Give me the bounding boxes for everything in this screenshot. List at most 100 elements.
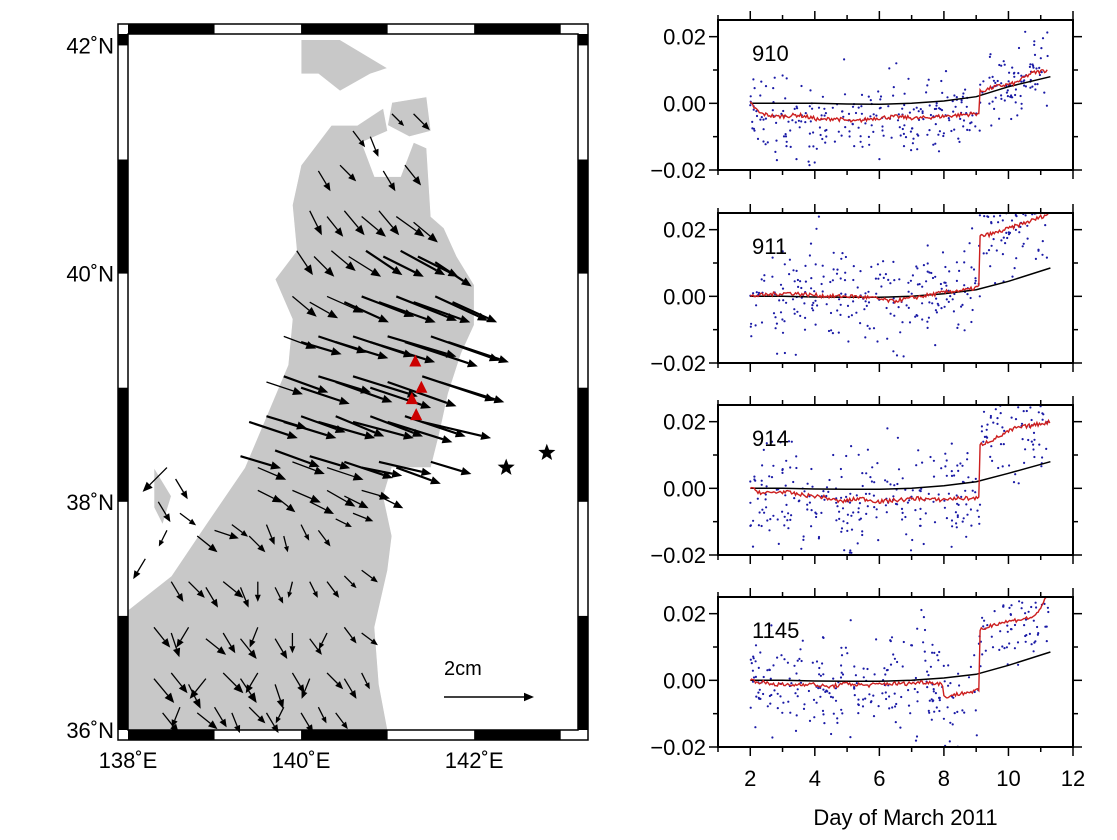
- gps-solution-dot: [1017, 72, 1020, 75]
- gps-solution-dot: [865, 304, 868, 307]
- gps-solution-dot: [1022, 410, 1025, 413]
- gps-solution-dot: [820, 511, 823, 514]
- gps-solution-dot: [1033, 438, 1036, 441]
- gps-solution-dot: [907, 290, 910, 293]
- gps-solution-dot: [969, 296, 972, 300]
- gps-solution-dot: [749, 658, 752, 661]
- gps-solution-dot: [815, 701, 818, 704]
- gps-solution-dot: [1023, 391, 1025, 393]
- gps-solution-dot: [775, 488, 778, 491]
- gps-solution-dot: [790, 514, 793, 517]
- vector-shaft: [326, 489, 348, 503]
- gps-solution-dot: [875, 114, 878, 117]
- gps-solution-dot: [804, 264, 807, 267]
- gps-solution-dot: [1017, 663, 1020, 666]
- gps-solution-dot: [779, 283, 783, 286]
- gps-solution-dot: [802, 535, 805, 538]
- gps-solution-dot: [1022, 242, 1025, 245]
- gps-solution-dot: [991, 646, 995, 649]
- gps-solution-dot: [1037, 201, 1039, 203]
- gps-solution-dot: [782, 135, 786, 138]
- gps-solution-dot: [840, 708, 843, 711]
- gps-solution-dot: [844, 646, 848, 649]
- gps-solution-dot: [1017, 389, 1019, 391]
- displacement-vector: [313, 256, 335, 277]
- vector-shaft: [265, 524, 273, 539]
- gps-solution-dot: [872, 494, 876, 497]
- vector-shaft: [283, 535, 288, 547]
- gps-solution-dot: [817, 535, 821, 539]
- gps-solution-dot: [976, 509, 979, 512]
- vector-shaft: [179, 512, 191, 522]
- scale-arrow: [444, 692, 534, 702]
- displacement-vector: [361, 672, 370, 690]
- gps-solution-dot: [1002, 236, 1005, 239]
- gps-solution-dot: [765, 506, 768, 509]
- gps-solution-dot: [1011, 275, 1014, 278]
- gps-solution-dot: [752, 655, 755, 658]
- displacement-vector: [254, 581, 261, 602]
- vector-shaft: [382, 255, 416, 274]
- displacement-vector: [309, 501, 334, 514]
- displacement-vector: [382, 255, 424, 277]
- gps-solution-dot: [965, 503, 968, 506]
- vector-shaft: [413, 221, 431, 237]
- gps-solution-dot: [828, 692, 831, 695]
- vector-head: [403, 431, 414, 440]
- gps-solution-dot: [776, 692, 779, 695]
- gps-solution-dot: [1024, 640, 1027, 643]
- gps-solution-dot: [989, 414, 993, 418]
- vector-head: [372, 148, 379, 157]
- gps-solution-dot: [1013, 75, 1016, 78]
- vector-head: [420, 467, 432, 476]
- displacement-vector: [430, 460, 472, 476]
- gps-solution-dot: [807, 160, 810, 163]
- gps-solution-dot: [970, 524, 973, 527]
- vector-shaft: [274, 684, 281, 701]
- vector-shaft: [161, 530, 168, 542]
- gps-solution-dot: [901, 107, 904, 110]
- gps-solution-dot: [783, 524, 786, 527]
- gps-solution-dot: [818, 673, 821, 676]
- gps-solution-dot: [995, 249, 998, 252]
- gps-solution-dot: [835, 497, 838, 500]
- gps-solution-dot: [974, 477, 977, 480]
- gps-solution-dot: [875, 516, 878, 519]
- gps-solution-dot: [954, 105, 957, 108]
- gps-solution-dot: [1008, 606, 1011, 610]
- gps-solution-dot: [950, 470, 953, 473]
- gps-solution-dot: [899, 726, 902, 729]
- gps-solution-dot: [974, 491, 977, 494]
- vector-shaft: [326, 295, 355, 310]
- gps-solution-dot: [1006, 630, 1009, 633]
- gps-solution-dot: [764, 117, 768, 120]
- gps-solution-dot: [996, 417, 999, 420]
- gps-solution-dot: [1044, 224, 1047, 227]
- displacement-vector: [214, 529, 239, 540]
- gps-solution-dot: [832, 677, 835, 680]
- gps-solution-dot: [888, 707, 891, 710]
- gps-solution-dot: [753, 87, 756, 90]
- gps-solution-dot: [1013, 267, 1016, 270]
- vector-shaft: [170, 632, 178, 650]
- gps-solution-dot: [803, 703, 806, 706]
- gps-solution-dot: [775, 322, 779, 325]
- gps-solution-dot: [763, 279, 766, 282]
- frame-segment: [578, 615, 588, 730]
- gps-solution-dot: [918, 283, 921, 286]
- vector-head: [314, 224, 322, 236]
- gps-solution-dot: [780, 112, 783, 115]
- gps-solution-dot: [902, 145, 906, 148]
- gps-solution-dot: [934, 692, 938, 695]
- vector-head: [430, 476, 441, 485]
- gps-solution-dot: [916, 691, 919, 694]
- vector-head: [459, 315, 471, 323]
- gps-solution-dot: [775, 121, 778, 124]
- gps-solution-dot: [956, 515, 959, 519]
- gps-solution-dot: [775, 139, 778, 142]
- volcano-marker: [409, 354, 422, 367]
- vector-head: [434, 266, 446, 276]
- gps-solution-dot: [832, 268, 835, 271]
- gps-solution-dot: [797, 119, 801, 122]
- gps-solution-dot: [1006, 200, 1008, 202]
